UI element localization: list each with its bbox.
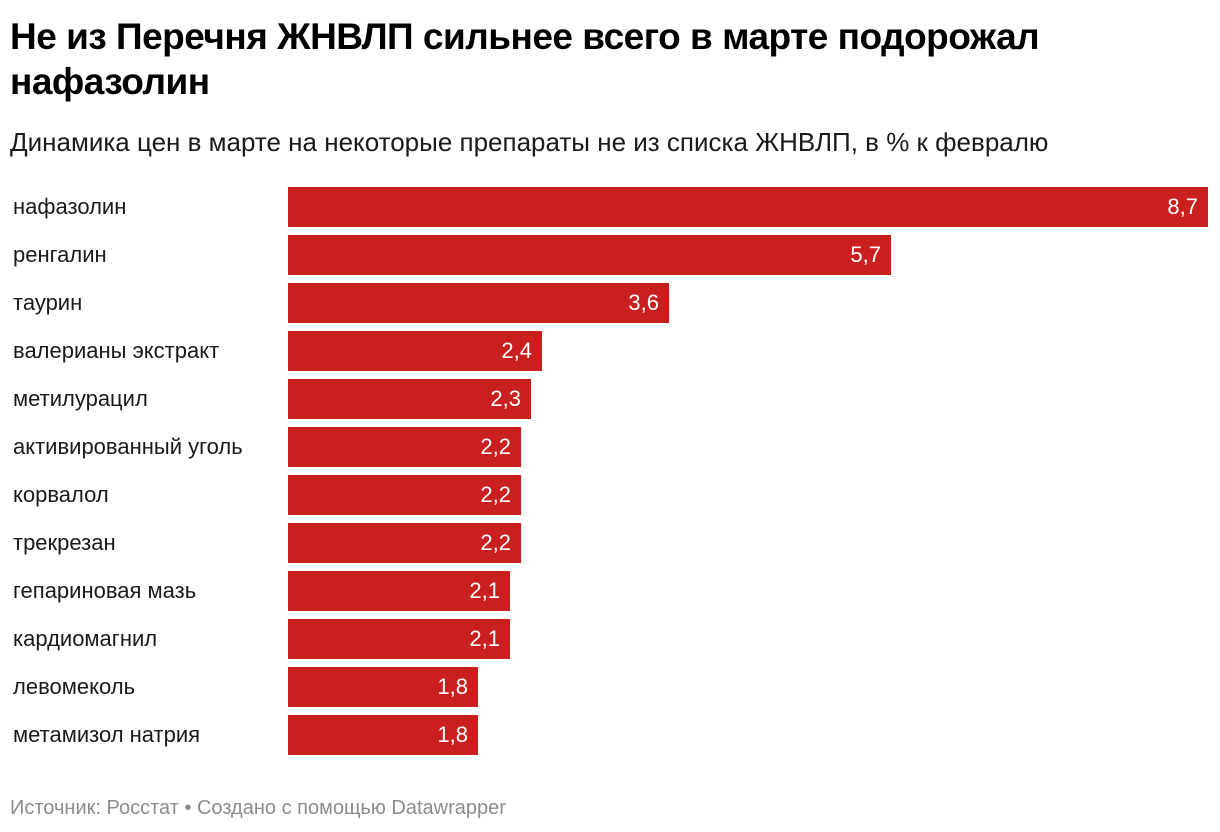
- bar-value-label: 3,6: [628, 290, 659, 315]
- chart-subtitle: Динамика цен в марте на некоторые препар…: [10, 127, 1049, 157]
- category-label: корвалол: [13, 482, 109, 507]
- chart-container: Не из Перечня ЖНВЛП сильнее всего в март…: [10, 14, 1210, 755]
- bar-row: ренгалин 5,7: [10, 235, 1210, 275]
- chart-title: Не из Перечня ЖНВЛП сильнее всего в март…: [10, 16, 1040, 102]
- category-label: гепариновая мазь: [13, 578, 197, 603]
- bar-row: корвалол 2,2: [10, 475, 1210, 515]
- bar: 2,2: [288, 427, 521, 467]
- bar-value-label: 2,1: [469, 626, 500, 651]
- bar-row: метилурацил 2,3: [10, 379, 1210, 419]
- bar-row: таурин 3,6: [10, 283, 1210, 323]
- bar-row: метамизол натрия 1,8: [10, 715, 1210, 755]
- bar-row: активированный уголь 2,2: [10, 427, 1210, 467]
- bar-row: кардиомагнил 2,1: [10, 619, 1210, 659]
- bar-row: гепариновая мазь 2,1: [10, 571, 1210, 611]
- bar-row: трекрезан 2,2: [10, 523, 1210, 563]
- bar: 2,3: [288, 379, 531, 419]
- bar-row: левомеколь 1,8: [10, 667, 1210, 707]
- bar: 1,8: [288, 667, 478, 707]
- bar: 2,1: [288, 571, 510, 611]
- category-label: трекрезан: [13, 530, 116, 555]
- bar: 8,7: [288, 187, 1208, 227]
- bar: 5,7: [288, 235, 891, 275]
- bar-value-label: 8,7: [1167, 194, 1198, 219]
- bar: 2,2: [288, 475, 521, 515]
- bar-value-label: 5,7: [850, 242, 881, 267]
- bar-row: валерианы экстракт 2,4: [10, 331, 1210, 371]
- bar-chart-area: нафазолин 8,7 ренгалин 5,7 таурин 3,6 валериан…: [10, 187, 1210, 763]
- bar-value-label: 2,2: [480, 530, 511, 555]
- category-label: активированный уголь: [13, 434, 243, 459]
- bar-value-label: 2,2: [480, 434, 511, 459]
- category-label: кардиомагнил: [13, 626, 158, 651]
- category-label: левомеколь: [13, 674, 136, 699]
- chart-footer-source: Источник: Росстат • Создано с помощью Da…: [10, 797, 506, 819]
- bar: 2,4: [288, 331, 542, 371]
- bar-value-label: 1,8: [437, 674, 468, 699]
- category-label: метамизол натрия: [13, 722, 201, 747]
- bar-row: нафазолин 8,7: [10, 187, 1210, 227]
- bar-value-label: 1,8: [437, 722, 468, 747]
- category-label: ренгалин: [13, 242, 107, 267]
- bar: 2,1: [288, 619, 510, 659]
- category-label: нафазолин: [13, 194, 127, 219]
- category-label: таурин: [13, 290, 83, 315]
- bar: 2,2: [288, 523, 521, 563]
- bar: 1,8: [288, 715, 478, 755]
- category-label: метилурацил: [13, 386, 148, 411]
- bar-value-label: 2,3: [490, 386, 521, 411]
- bar-value-label: 2,1: [469, 578, 500, 603]
- bar: 3,6: [288, 283, 669, 323]
- bar-value-label: 2,2: [480, 482, 511, 507]
- category-label: валерианы экстракт: [13, 338, 220, 363]
- bar-value-label: 2,4: [501, 338, 532, 363]
